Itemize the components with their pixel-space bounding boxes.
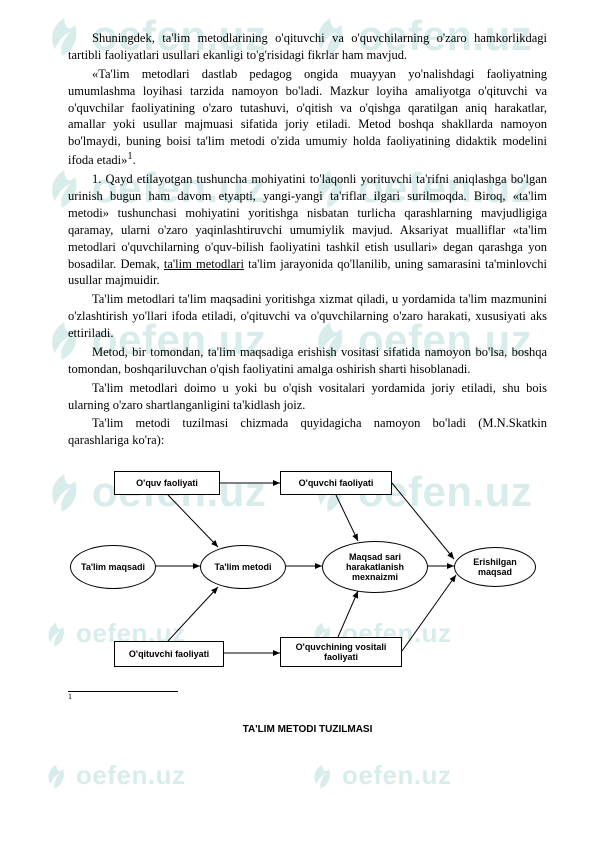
diagram-ellipse: Ta'lim maqsadi — [70, 545, 156, 589]
paragraph: Ta'lim metodi tuzilmasi chizmada quyidag… — [68, 415, 547, 449]
paragraph: Metod, bir tomondan, ta'lim maqsadiga er… — [68, 344, 547, 378]
diagram-ellipse: Erishilgan maqsad — [454, 547, 536, 587]
paragraph: 1. Qayd etilayotgan tushuncha mohiyatini… — [68, 171, 547, 289]
paragraph: Ta'lim metodlari doimo u yoki bu o'qish … — [68, 380, 547, 414]
page-content: Shuningdek, ta'lim metodlarining o'qituv… — [0, 0, 595, 759]
diagram-box: O'quvchi faoliyati — [280, 471, 392, 495]
diagram-ellipse: Ta'lim metodi — [200, 545, 286, 589]
underlined-term: ta'lim metodlari — [164, 257, 244, 271]
diagram-box: O'quv faoliyati — [114, 471, 220, 495]
diagram-box: O'qituvchi faoliyati — [114, 641, 224, 667]
diagram: O'quv faoliyati O'quvchi faoliyati O'qit… — [58, 467, 538, 687]
paragraph: «Ta'lim metodlari dastlab pedagog ongida… — [68, 66, 547, 169]
text: «Ta'lim metodlari dastlab pedagog ongida… — [68, 67, 547, 168]
footnote-number: 1 — [68, 692, 72, 701]
text: . — [133, 153, 136, 167]
paragraph: Shuningdek, ta'lim metodlarining o'qituv… — [68, 30, 547, 64]
diagram-ellipse: Maqsad sari harakatlanish mexnaizmi — [322, 541, 428, 593]
diagram-caption: TA'LIM METODI TUZILMASI — [68, 723, 547, 737]
paragraph: Ta'lim metodlari ta'lim maqsadini yoriti… — [68, 291, 547, 342]
footnote-rule — [68, 691, 178, 692]
diagram-box: O'quvchining vositali faoliyati — [280, 637, 402, 667]
